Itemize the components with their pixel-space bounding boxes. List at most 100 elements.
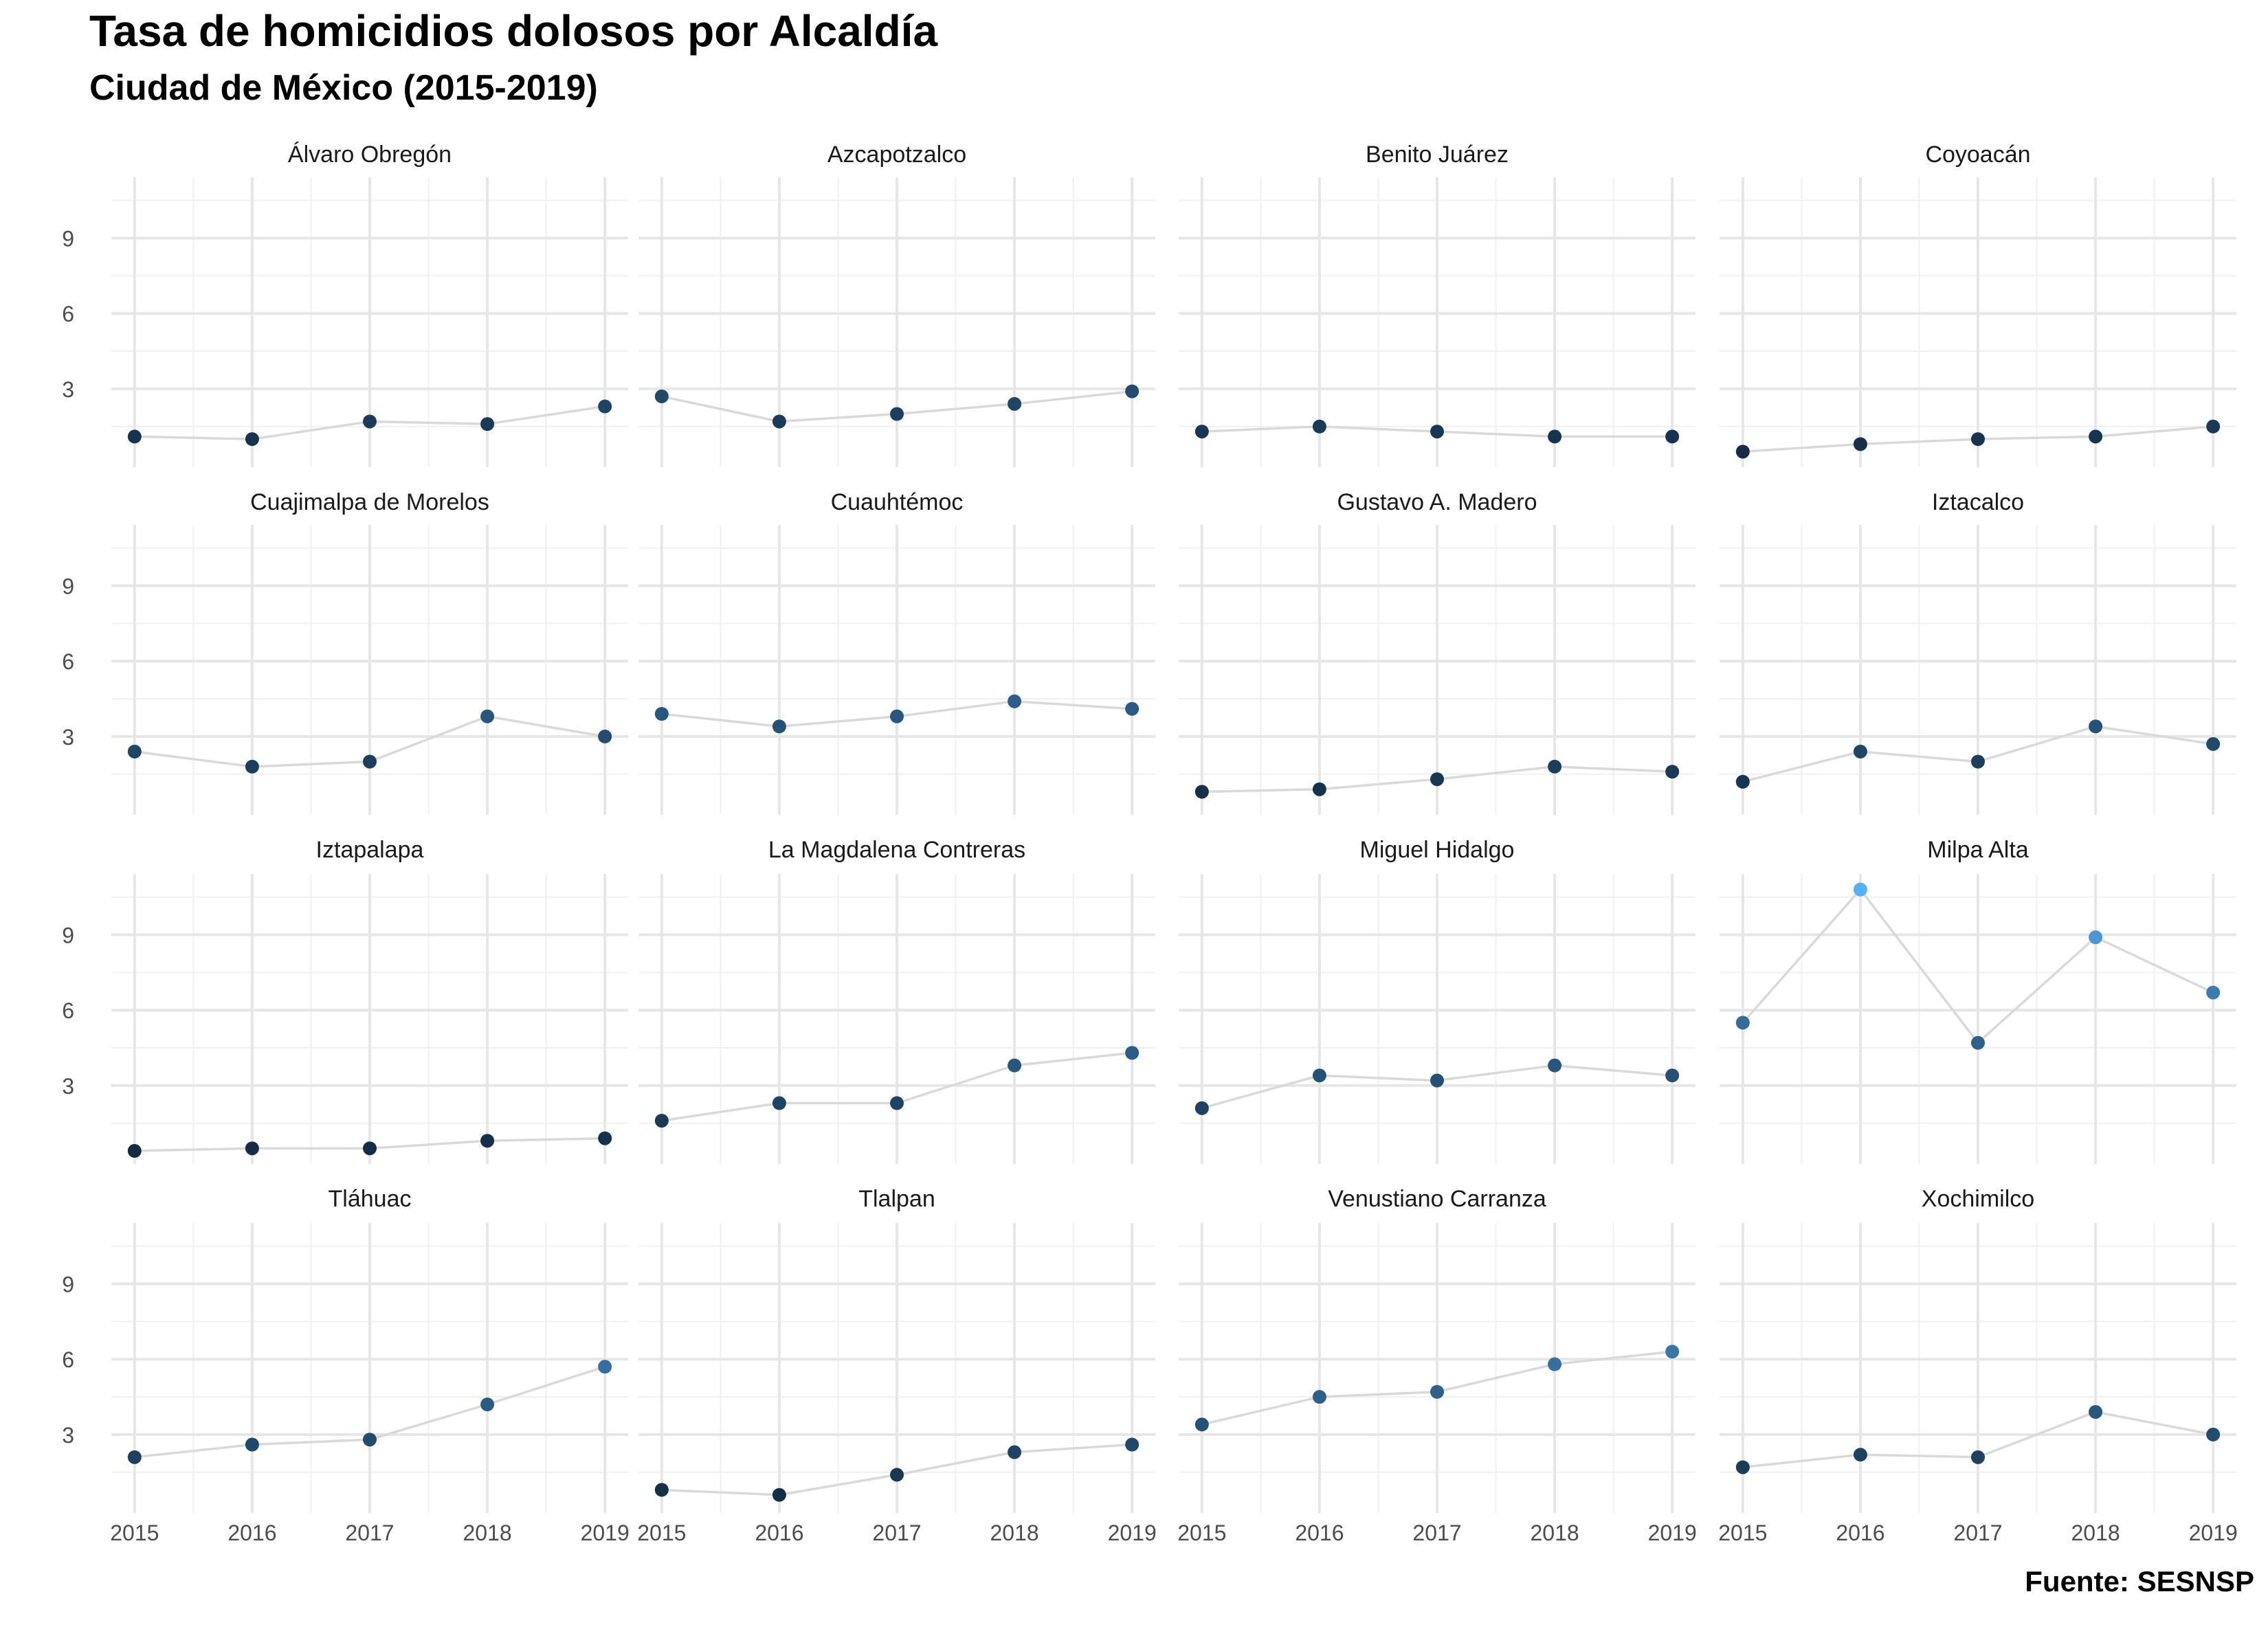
x-tick-label: 2015 xyxy=(637,1521,686,1545)
facet-label: Milpa Alta xyxy=(1927,837,2028,863)
x-tick-label: 2019 xyxy=(2189,1521,2238,1545)
data-point xyxy=(2089,1405,2103,1420)
chart-caption: Fuente: SESNSP xyxy=(2025,1565,2254,1597)
data-point xyxy=(480,417,495,431)
data-point xyxy=(1548,1058,1562,1073)
y-tick-label: 6 xyxy=(62,998,74,1023)
facet-label: Xochimilco xyxy=(1922,1186,2034,1212)
data-point xyxy=(1853,882,1867,897)
x-tick-label: 2017 xyxy=(1953,1521,2002,1545)
data-point xyxy=(1548,759,1562,774)
x-tick-label: 2018 xyxy=(990,1521,1038,1545)
data-point xyxy=(245,1141,259,1156)
y-tick-label: 6 xyxy=(62,649,74,674)
data-point xyxy=(2206,419,2221,434)
data-point xyxy=(363,414,377,429)
data-point xyxy=(890,407,904,421)
data-point xyxy=(245,432,259,447)
y-tick-label: 3 xyxy=(62,1423,74,1448)
data-point xyxy=(1665,765,1680,779)
data-point xyxy=(1125,1046,1139,1060)
facet-label: Azcapotzalco xyxy=(827,142,966,168)
facet-label: Gustavo A. Madero xyxy=(1337,489,1537,515)
data-point xyxy=(598,1360,612,1374)
data-point xyxy=(1971,1450,1985,1464)
data-point xyxy=(1312,1068,1326,1083)
data-point xyxy=(245,1437,259,1452)
data-point xyxy=(1430,772,1444,787)
data-point xyxy=(1312,419,1326,434)
data-point xyxy=(1971,1035,1985,1050)
data-point xyxy=(1735,774,1750,789)
data-point xyxy=(363,1433,377,1447)
data-point xyxy=(1853,437,1867,451)
facet-label: Tláhuac xyxy=(329,1186,412,1212)
y-tick-label: 9 xyxy=(62,1272,74,1297)
chart-title: Tasa de homicidios dolosos por Alcaldía xyxy=(89,6,938,56)
y-tick-label: 3 xyxy=(62,1074,74,1099)
y-tick-label: 6 xyxy=(62,302,74,326)
x-tick-label: 2018 xyxy=(1530,1521,1579,1545)
facet-label: Iztapalapa xyxy=(316,837,424,863)
data-point xyxy=(1735,1016,1750,1030)
data-point xyxy=(1430,1384,1444,1399)
y-tick-label: 9 xyxy=(62,574,74,598)
data-point xyxy=(890,709,904,723)
data-point xyxy=(654,389,669,403)
x-tick-label: 2015 xyxy=(1177,1521,1226,1545)
data-point xyxy=(1430,425,1444,439)
y-tick-label: 3 xyxy=(62,377,74,402)
data-point xyxy=(1125,384,1139,399)
data-point xyxy=(1312,1390,1326,1404)
data-point xyxy=(480,709,495,723)
data-point xyxy=(1971,432,1985,447)
data-point xyxy=(1735,445,1750,459)
x-tick-label: 2018 xyxy=(463,1521,511,1545)
x-tick-label: 2017 xyxy=(1412,1521,1461,1545)
x-tick-label: 2017 xyxy=(872,1521,921,1545)
data-point xyxy=(1853,1448,1867,1462)
data-point xyxy=(1008,1445,1022,1459)
data-point xyxy=(1125,1437,1139,1452)
facet-label: Venustiano Carranza xyxy=(1328,1186,1546,1212)
data-point xyxy=(2089,719,2103,734)
data-point xyxy=(1548,1357,1562,1371)
facet-label: Benito Juárez xyxy=(1366,142,1509,168)
facet-label: Tlalpan xyxy=(858,1186,935,1212)
data-point xyxy=(1971,754,1985,769)
x-tick-label: 2015 xyxy=(1718,1521,1767,1545)
data-point xyxy=(772,414,786,429)
x-tick-label: 2019 xyxy=(1108,1521,1157,1545)
data-point xyxy=(245,759,259,774)
x-tick-label: 2016 xyxy=(1836,1521,1885,1545)
data-point xyxy=(127,1144,142,1158)
data-point xyxy=(1312,782,1326,796)
data-point xyxy=(598,399,612,414)
data-point xyxy=(2206,1427,2221,1442)
data-point xyxy=(127,429,142,444)
data-point xyxy=(890,1096,904,1110)
data-point xyxy=(772,1096,786,1110)
data-point xyxy=(1853,744,1867,759)
data-point xyxy=(2206,737,2221,751)
data-point xyxy=(1194,1101,1209,1115)
facet-label: Cuauhtémoc xyxy=(831,489,964,515)
data-point xyxy=(654,1483,669,1497)
x-tick-label: 2015 xyxy=(110,1521,159,1545)
data-point xyxy=(598,729,612,743)
data-point xyxy=(127,744,142,759)
data-point xyxy=(480,1134,495,1148)
data-point xyxy=(890,1468,904,1482)
data-point xyxy=(2089,930,2103,945)
y-tick-label: 3 xyxy=(62,725,74,750)
data-point xyxy=(2206,985,2221,1000)
data-point xyxy=(598,1131,612,1145)
data-point xyxy=(1008,1058,1022,1073)
x-tick-label: 2019 xyxy=(581,1521,630,1545)
data-point xyxy=(1125,702,1139,716)
x-tick-label: 2018 xyxy=(2071,1521,2120,1545)
facet-label: La Magdalena Contreras xyxy=(768,837,1025,863)
data-point xyxy=(363,754,377,769)
data-point xyxy=(1430,1073,1444,1088)
